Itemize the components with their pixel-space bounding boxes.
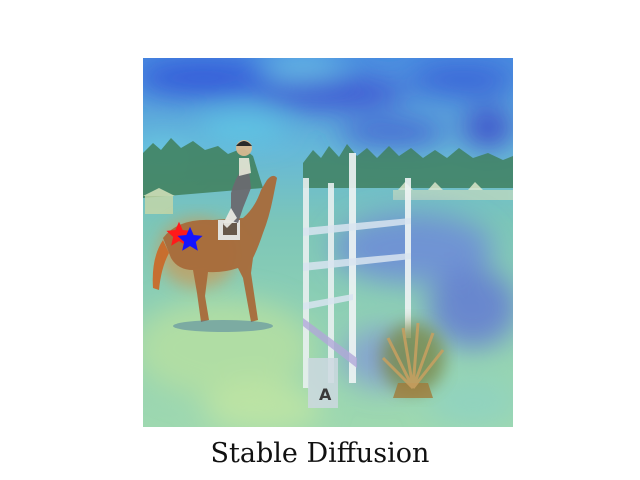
sky-heat: [143, 58, 513, 167]
heatmap-image: A: [143, 58, 513, 427]
jump-fence: A: [303, 153, 411, 408]
figure-caption: Stable Diffusion: [210, 438, 430, 469]
horse-and-rider: [152, 140, 277, 332]
blue-star-marker: [177, 226, 203, 251]
potted-plant: [381, 322, 445, 398]
svg-text:A: A: [319, 385, 332, 404]
